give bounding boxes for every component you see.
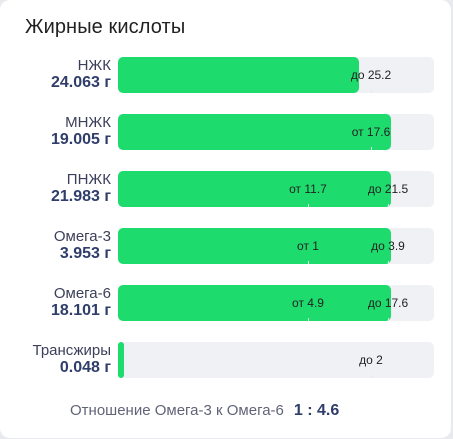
- norm-tick: [388, 318, 389, 321]
- progress-track: до 25.2: [118, 57, 434, 93]
- nutrient-value: 0.048 г: [59, 359, 111, 376]
- norm-tick: [308, 204, 309, 207]
- nutrient-label: Трансжиры: [32, 342, 112, 359]
- omega-ratio: Отношение Омега-3 к Омега-6 1 : 4.6: [70, 402, 339, 420]
- norm-tick: [388, 261, 389, 264]
- norm-label: до 2: [359, 353, 383, 367]
- nutrient-row: Омега-3 3.953 г от 1 до 3.9: [0, 227, 451, 267]
- progress-track: от 17.6: [118, 114, 434, 150]
- progress-track: до 2: [118, 342, 434, 378]
- norm-label: до 3.9: [371, 239, 405, 253]
- nutrient-value: 24.063 г: [50, 74, 111, 91]
- nutrient-label: МНЖК: [65, 114, 111, 131]
- nutrient-value: 3.953 г: [59, 245, 111, 262]
- nutrient-label: ПНЖК: [66, 171, 111, 188]
- nutrient-row: Трансжиры 0.048 г до 2: [0, 341, 451, 381]
- card-title: Жирные кислоты: [25, 16, 186, 38]
- norm-tick: [371, 90, 372, 93]
- nutrient-value: 19.005 г: [50, 131, 111, 148]
- norm-tick: [308, 318, 309, 321]
- norm-label: от 11.7: [289, 182, 327, 196]
- nutrient-row: ПНЖК 21.983 г от 11.7 до 21.5: [0, 170, 451, 210]
- progress-fill: [118, 57, 360, 93]
- norm-label: до 25.2: [350, 68, 392, 82]
- progress-fill: [118, 228, 392, 264]
- norm-label: от 1: [297, 239, 319, 253]
- progress-fill: [118, 171, 392, 207]
- progress-fill: [118, 114, 391, 150]
- nutrient-value: 18.101 г: [50, 302, 111, 319]
- progress-track: от 4.9 до 17.6: [118, 285, 434, 321]
- nutrient-row: НЖК 24.063 г до 25.2: [0, 56, 451, 96]
- progress-fill: [118, 342, 124, 378]
- progress-track: от 1 до 3.9: [118, 228, 434, 264]
- norm-tick: [371, 375, 372, 378]
- omega-ratio-label: Отношение Омега-3 к Омега-6: [70, 402, 284, 419]
- norm-label: до 21.5: [367, 182, 409, 196]
- nutrient-label: НЖК: [77, 57, 111, 74]
- nutrient-value: 21.983 г: [50, 188, 111, 205]
- norm-label: от 4.9: [292, 296, 324, 310]
- norm-tick: [388, 204, 389, 207]
- progress-track: от 11.7 до 21.5: [118, 171, 434, 207]
- nutrient-row: МНЖК 19.005 г от 17.6: [0, 113, 451, 153]
- nutrient-row: Омега-6 18.101 г от 4.9 до 17.6: [0, 284, 451, 324]
- norm-tick: [371, 147, 372, 150]
- progress-fill: [118, 285, 392, 321]
- norm-tick: [308, 261, 309, 264]
- norm-label: до 17.6: [367, 296, 409, 310]
- nutrient-label: Омега-3: [53, 228, 111, 245]
- omega-ratio-value: 1 : 4.6: [293, 402, 340, 419]
- norm-label: от 17.6: [351, 125, 391, 139]
- nutrient-label: Омега-6: [53, 285, 111, 302]
